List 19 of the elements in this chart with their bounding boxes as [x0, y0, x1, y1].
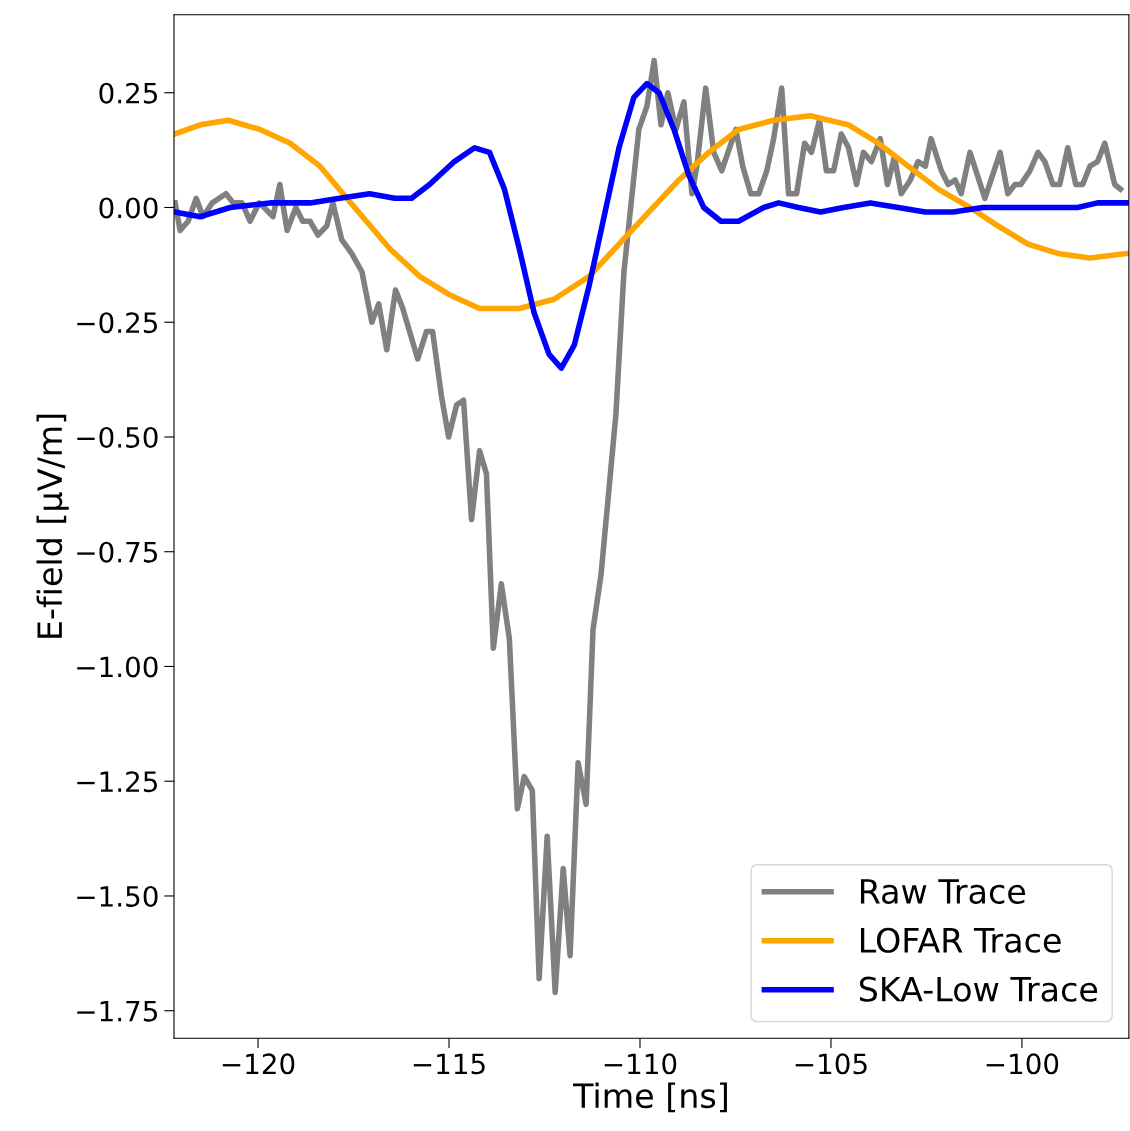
y-tick-label: −1.75	[77, 1001, 158, 1022]
legend-label: Raw Trace	[860, 879, 1026, 904]
x-tick-label: −115	[413, 1053, 485, 1075]
x-tick-label: −110	[604, 1053, 677, 1075]
y-tick-label: −1.00	[77, 656, 158, 678]
y-tick-label: −0.50	[77, 426, 158, 448]
y-axis-title: E-field [µV/m]	[36, 414, 69, 638]
x-tick-label: −100	[986, 1053, 1059, 1075]
legend-label: SKA-Low Trace	[859, 976, 1098, 1002]
x-tick-label: −105	[795, 1053, 867, 1075]
y-tick-label: −0.25	[77, 312, 158, 334]
y-tick-label: −1.25	[77, 771, 158, 793]
y-tick-label: −1.50	[77, 885, 158, 907]
x-axis-title: Time [ns]	[573, 1082, 727, 1113]
y-tick-label: −0.75	[77, 541, 158, 563]
y-tick-label: 0.25	[99, 82, 158, 104]
x-tick-label: −120	[222, 1053, 295, 1075]
y-tick-label: 0.00	[99, 197, 158, 219]
legend-label: LOFAR Trace	[860, 927, 1061, 953]
